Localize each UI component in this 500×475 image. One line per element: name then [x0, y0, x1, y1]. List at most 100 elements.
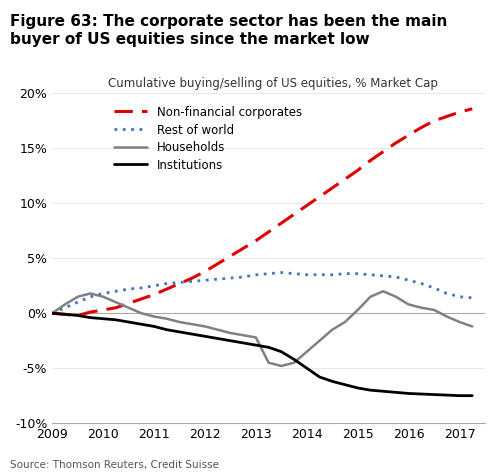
Rest of world [176, 280, 182, 285]
Rest of world [202, 277, 208, 283]
Households [164, 316, 170, 322]
Households [228, 330, 234, 336]
Non-financial corporates [418, 124, 424, 130]
Institutions [330, 379, 336, 384]
Line: Rest of world: Rest of world [52, 273, 472, 313]
Institutions [456, 393, 462, 399]
Households [278, 363, 284, 369]
Rest of world [393, 274, 399, 280]
Institutions [126, 319, 132, 325]
Text: Source: Thomson Reuters, Credit Suisse: Source: Thomson Reuters, Credit Suisse [10, 460, 219, 470]
Institutions [342, 382, 348, 388]
Households [62, 302, 68, 307]
Households [316, 338, 322, 343]
Households [151, 314, 157, 319]
Households [470, 323, 476, 329]
Institutions [380, 389, 386, 394]
Line: Households: Households [52, 291, 472, 366]
Non-financial corporates [431, 118, 437, 124]
Households [266, 360, 272, 366]
Rest of world [342, 271, 348, 276]
Non-financial corporates [470, 106, 476, 112]
Non-financial corporates [113, 305, 119, 311]
Rest of world [456, 294, 462, 300]
Non-financial corporates [74, 313, 80, 318]
Institutions [49, 310, 55, 316]
Rest of world [49, 310, 55, 316]
Households [240, 332, 246, 338]
Rest of world [470, 295, 476, 301]
Institutions [470, 393, 476, 399]
Non-financial corporates [49, 310, 55, 316]
Non-financial corporates [189, 275, 195, 281]
Institutions [74, 313, 80, 318]
Rest of world [74, 299, 80, 305]
Rest of world [278, 270, 284, 275]
Institutions [189, 331, 195, 337]
Non-financial corporates [330, 185, 336, 191]
Households [100, 294, 106, 300]
Non-financial corporates [151, 292, 157, 297]
Institutions [113, 317, 119, 323]
Rest of world [100, 291, 106, 296]
Rest of world [151, 283, 157, 289]
Rest of world [444, 291, 450, 296]
Institutions [202, 333, 208, 339]
Institutions [138, 322, 144, 327]
Households [342, 319, 348, 325]
Institutions [214, 336, 220, 342]
Households [126, 305, 132, 311]
Non-financial corporates [316, 194, 322, 200]
Non-financial corporates [88, 309, 94, 315]
Non-financial corporates [164, 286, 170, 292]
Rest of world [330, 272, 336, 277]
Households [431, 307, 437, 313]
Institutions [304, 365, 310, 371]
Households [202, 323, 208, 329]
Institutions [100, 316, 106, 322]
Rest of world [164, 281, 170, 286]
Non-financial corporates [444, 114, 450, 119]
Rest of world [316, 272, 322, 277]
Rest of world [354, 271, 360, 276]
Households [291, 360, 297, 366]
Institutions [418, 391, 424, 397]
Rest of world [380, 273, 386, 279]
Non-financial corporates [278, 220, 284, 226]
Rest of world [189, 278, 195, 284]
Rest of world [88, 294, 94, 300]
Institutions [354, 385, 360, 391]
Rest of world [304, 272, 310, 277]
Rest of world [431, 285, 437, 291]
Households [330, 327, 336, 332]
Rest of world [368, 272, 374, 277]
Institutions [406, 390, 411, 396]
Non-financial corporates [291, 211, 297, 217]
Rest of world [253, 272, 259, 277]
Institutions [278, 349, 284, 354]
Rest of world [240, 274, 246, 280]
Households [189, 322, 195, 327]
Non-financial corporates [202, 268, 208, 274]
Institutions [176, 329, 182, 335]
Institutions [228, 338, 234, 343]
Non-financial corporates [240, 246, 246, 251]
Rest of world [138, 285, 144, 291]
Households [176, 319, 182, 325]
Rest of world [126, 286, 132, 292]
Non-financial corporates [214, 261, 220, 266]
Non-financial corporates [253, 238, 259, 244]
Households [444, 314, 450, 319]
Rest of world [62, 305, 68, 311]
Non-financial corporates [266, 229, 272, 235]
Text: Figure 63: The corporate sector has been the main
buyer of US equities since the: Figure 63: The corporate sector has been… [10, 14, 448, 47]
Non-financial corporates [456, 109, 462, 115]
Institutions [291, 357, 297, 362]
Non-financial corporates [100, 307, 106, 313]
Institutions [88, 315, 94, 321]
Households [418, 305, 424, 311]
Households [304, 349, 310, 354]
Text: Cumulative buying/selling of US equities, % Market Cap: Cumulative buying/selling of US equities… [108, 77, 438, 90]
Households [113, 299, 119, 305]
Households [88, 291, 94, 296]
